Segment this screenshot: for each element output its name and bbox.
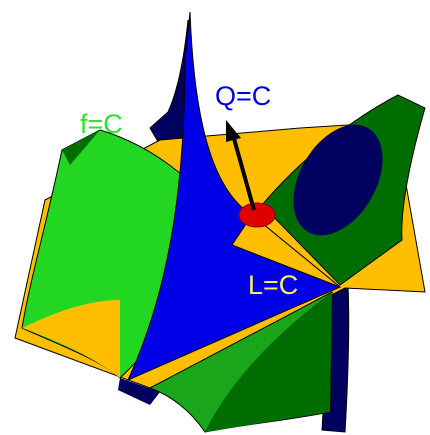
label: f=C xyxy=(80,109,123,139)
label: Q=C xyxy=(215,81,271,111)
label: L=C xyxy=(248,270,298,300)
critical-point xyxy=(239,203,275,227)
surface-figure: f=C Q=C L=C xyxy=(0,0,430,435)
